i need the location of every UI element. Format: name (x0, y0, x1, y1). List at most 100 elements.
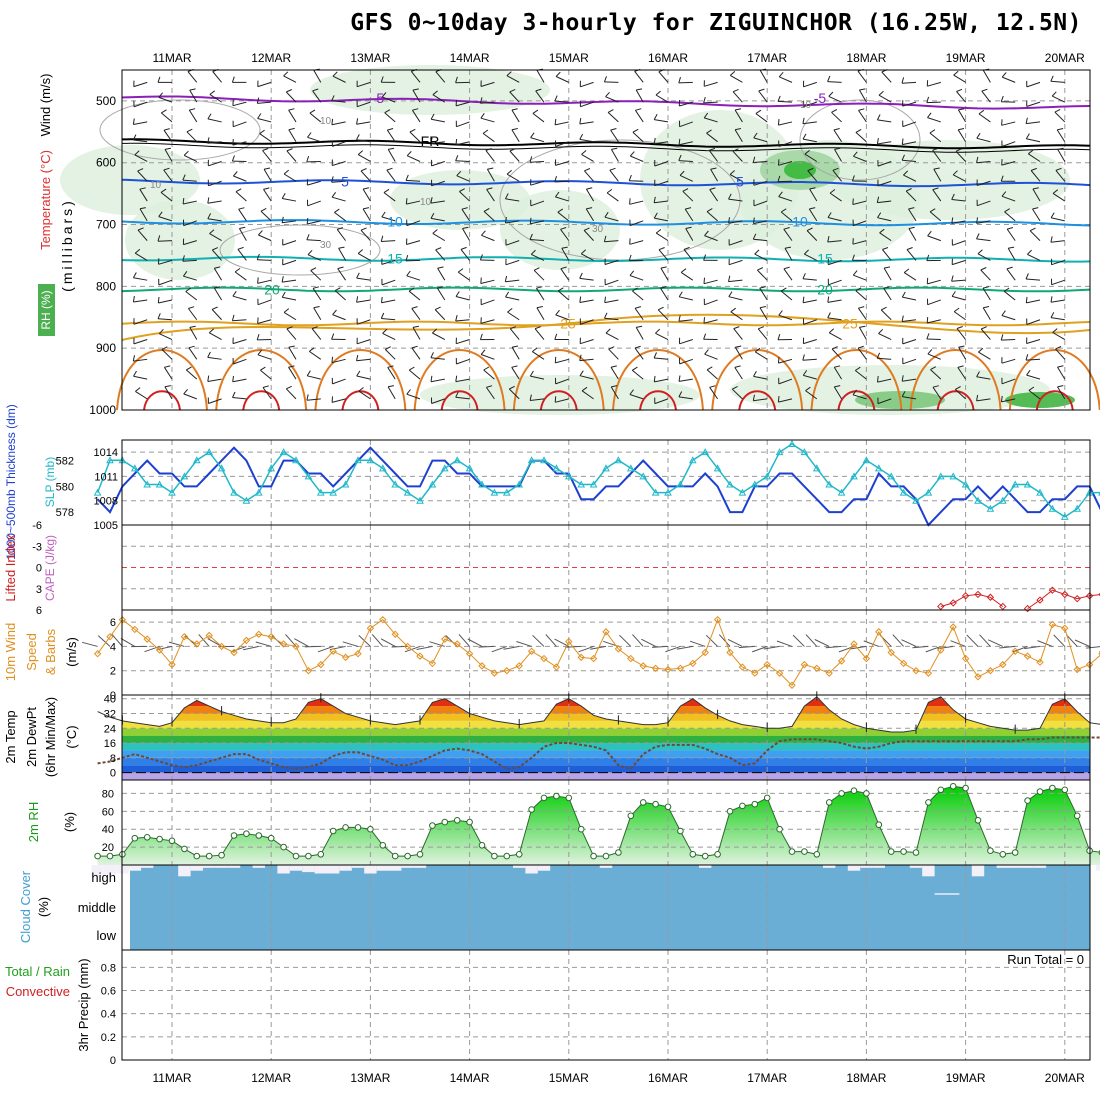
wind-barb (932, 189, 942, 202)
wind-barb-flag (855, 287, 862, 292)
wind-barb (436, 287, 446, 301)
li-point (1073, 594, 1081, 603)
wind-barb (954, 389, 966, 400)
wind-barb (356, 299, 371, 303)
wind-barb (684, 208, 694, 222)
wind-barb (634, 347, 644, 360)
wind-barb-flag (1057, 147, 1064, 150)
wind-barb (263, 189, 272, 202)
temp-band (122, 713, 1090, 721)
cloud-bar-high (203, 865, 216, 868)
temp-band (122, 696, 1090, 699)
wind-barb (877, 200, 892, 204)
wind-barb-flag (132, 134, 137, 141)
wind-barb (635, 327, 644, 340)
wind-barb-10m (317, 645, 334, 653)
wind-barb-flag (356, 296, 359, 303)
wind-barb (505, 198, 520, 202)
wind-barb-flag (703, 277, 705, 284)
wind-barb-flag (183, 388, 188, 395)
wind-barb (706, 132, 718, 143)
wind-barb-10m (1065, 634, 1078, 647)
isotherm--5 (121, 95, 1091, 110)
slp-point (453, 456, 462, 464)
wind-barb-flag (310, 267, 317, 271)
wind-barb-flag (332, 309, 337, 315)
li-axis-label: Lifted Index (3, 534, 18, 602)
wind-barb (208, 398, 222, 404)
wind-barb-flag (833, 128, 840, 131)
cloud-bar-high (376, 865, 389, 871)
wind-barb-10m (966, 634, 979, 647)
rh-point (1061, 786, 1069, 794)
wind-barb-flag (283, 308, 290, 313)
wind-barb (957, 129, 967, 142)
wind-barb (1026, 339, 1041, 344)
temp-tick: 8 (110, 753, 116, 765)
wind-barb-flag (609, 167, 616, 171)
wind-barb-flag (483, 366, 490, 371)
date-label-top: 11MAR (152, 51, 191, 65)
wind-barb-flag (561, 246, 568, 249)
wind-barb (829, 192, 842, 202)
wind-barb-flag (1050, 212, 1055, 219)
wind-barb (728, 220, 743, 224)
isotherm-label: 5 (341, 173, 349, 189)
wind-barb (283, 173, 297, 182)
wind-barb-flag (710, 167, 717, 170)
wind-barb-flag (932, 147, 939, 151)
cloud-bar-high (847, 865, 861, 871)
wind-barb-flag (554, 95, 558, 102)
wind-barb-flag (784, 246, 791, 249)
wind-barb (828, 95, 842, 103)
wind-speed-point (986, 667, 995, 675)
wind-barb-flag (331, 192, 337, 198)
wind-barb-flag (157, 296, 160, 304)
wind-barb-10m (545, 634, 557, 647)
wind-speed-point (279, 640, 288, 648)
wind-barb-flag (312, 88, 319, 92)
date-label-top: 16MAR (648, 51, 688, 65)
rh-point (379, 842, 387, 849)
wind-barb (955, 150, 966, 162)
wind-barb-flag (560, 227, 567, 230)
rh-point (801, 848, 808, 855)
wind-barb-flag (1008, 246, 1015, 249)
wind-barb-flag (1027, 249, 1032, 255)
wind-barb (480, 319, 495, 324)
wind-barb-flag (678, 291, 683, 298)
wind-barb-flag (807, 167, 814, 172)
wind-barb-flag (387, 128, 394, 131)
rh-point (565, 794, 573, 802)
wind-barb-flag (158, 211, 163, 217)
precip-tick: 0.6 (101, 986, 116, 998)
wind-barb-10m (814, 639, 830, 647)
wind-barb (753, 160, 768, 163)
wind-speed-point (713, 616, 722, 624)
wind-barb-flag (189, 88, 196, 91)
boundary-contour (810, 349, 903, 411)
rh-point (887, 848, 895, 855)
wind-barb-10m (689, 640, 706, 647)
cloud-bar-high (823, 865, 836, 868)
wind-speed-point (106, 633, 114, 641)
wind-barb (1026, 81, 1041, 88)
wind-barb (829, 332, 842, 340)
wind-speed-point (813, 664, 821, 672)
wind-barb-flag (685, 207, 692, 210)
wind-barb (430, 217, 445, 222)
wind-barb-flag (927, 349, 933, 355)
wind-barb-flag (380, 76, 384, 83)
wind-barb (604, 216, 619, 222)
wind-barb (802, 121, 817, 125)
slp-point (1073, 504, 1082, 512)
wind-barb (534, 328, 545, 340)
wind-barb (753, 200, 768, 207)
wind-barb-flag (183, 150, 189, 156)
wind-barb-flag (956, 88, 963, 92)
rh-tick: 60 (102, 806, 114, 818)
cloud-bar-high (103, 865, 117, 875)
wind-barb-flag (455, 138, 458, 145)
rh-point (602, 852, 610, 860)
slp-point (143, 480, 152, 488)
